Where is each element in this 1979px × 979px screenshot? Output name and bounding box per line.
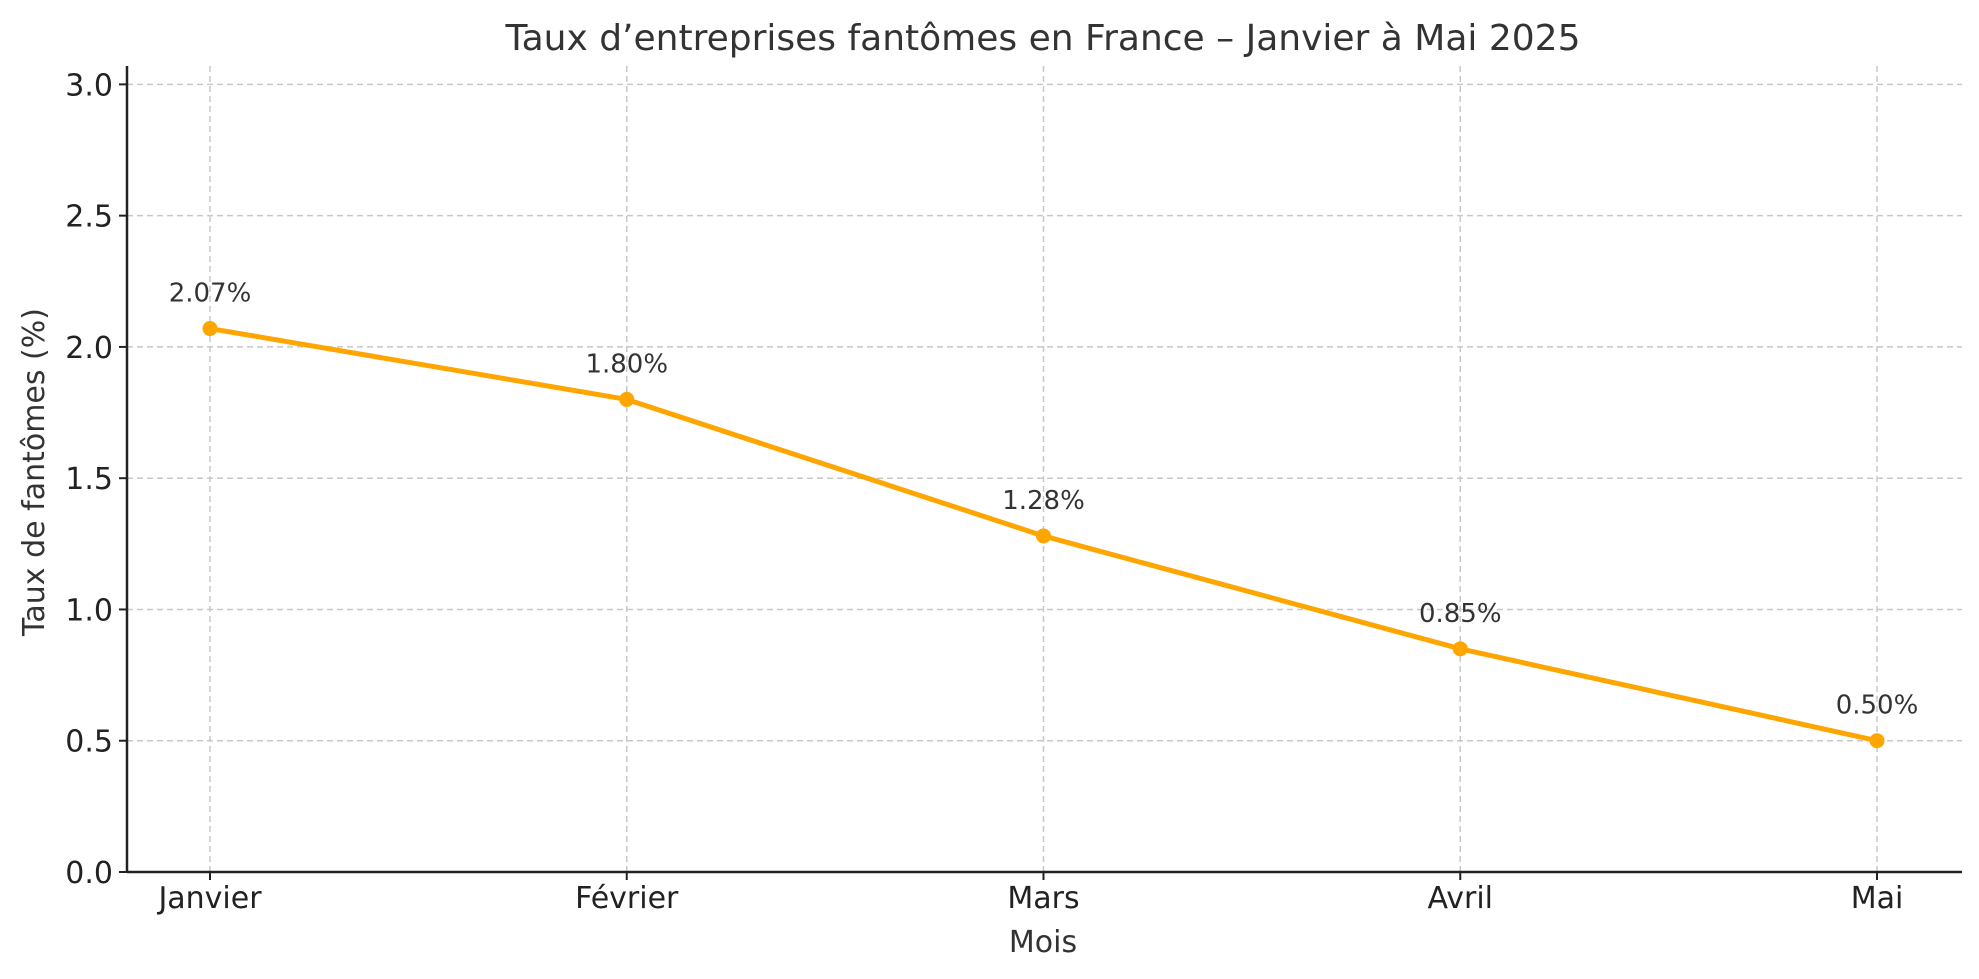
data-point: [1869, 733, 1885, 749]
x-axis-label: Mois: [1009, 925, 1077, 960]
x-tick-label: Janvier: [156, 881, 262, 916]
x-tick-label: Mai: [1851, 881, 1904, 916]
y-tick-label: 0.5: [65, 725, 113, 760]
axes: 0.0 0.5 1.0 1.5 2.0 2.5 3.0 Janvier Février Mars A…: [65, 66, 1962, 916]
series-layer: [202, 321, 1885, 749]
x-tick-label: Mars: [1007, 881, 1079, 916]
y-tick-label: 1.5: [65, 462, 113, 497]
data-label: 0.50%: [1836, 691, 1919, 721]
y-tick-label: 0.0: [65, 856, 113, 891]
x-tick-label: Février: [575, 881, 679, 916]
data-point: [202, 321, 218, 337]
y-tick-label: 2.5: [65, 200, 113, 235]
y-tick-label: 3.0: [65, 68, 113, 103]
chart-title: Taux d’entreprises fantômes en France – …: [505, 18, 1581, 59]
data-label: 0.85%: [1419, 599, 1502, 629]
labels-layer: 2.07% 1.80% 1.28% 0.85% 0.50%: [169, 279, 1919, 721]
data-point: [1036, 528, 1051, 544]
y-tick-label: 1.0: [65, 593, 113, 628]
data-label: 1.80%: [585, 349, 668, 379]
grid: [127, 66, 1962, 872]
data-point: [1452, 641, 1468, 657]
y-tick-label: 2.0: [65, 331, 113, 366]
data-label: 2.07%: [169, 279, 252, 309]
data-point: [619, 391, 635, 407]
data-label: 1.28%: [1002, 486, 1085, 516]
y-axis-label: Taux de fantômes (%): [17, 308, 52, 637]
x-tick-label: Avril: [1427, 881, 1493, 916]
